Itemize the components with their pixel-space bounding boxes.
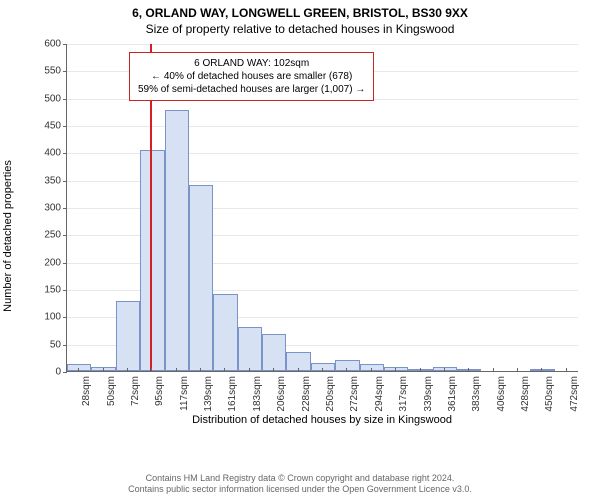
annotation-line2: ← 40% of detached houses are smaller (67… [138, 70, 365, 83]
annotation-line1: 6 ORLAND WAY: 102sqm [138, 57, 365, 70]
footer-line1: Contains HM Land Registry data © Crown c… [0, 473, 600, 485]
x-tick-label: 272sqm [349, 376, 360, 412]
histogram-bar [91, 367, 115, 371]
x-tick-label: 117sqm [179, 376, 190, 411]
x-tick-mark [78, 368, 79, 372]
histogram-bar [213, 294, 237, 371]
page-title-line1: 6, ORLAND WAY, LONGWELL GREEN, BRISTOL, … [0, 0, 600, 20]
y-tick-label: 250 [44, 230, 67, 241]
x-tick-mark [468, 368, 469, 372]
x-tick-label: 361sqm [447, 376, 458, 412]
x-tick-mark [176, 368, 177, 372]
x-tick-mark [298, 368, 299, 372]
y-axis-label: Number of detached properties [2, 160, 14, 312]
y-tick-label: 200 [44, 257, 67, 268]
histogram-chart: Number of detached properties 6 ORLAND W… [30, 44, 578, 428]
x-tick-label: 28sqm [81, 376, 92, 406]
x-tick-mark [541, 368, 542, 372]
histogram-bar [67, 364, 91, 371]
x-tick-label: 450sqm [544, 376, 555, 412]
x-tick-label: 428sqm [520, 376, 531, 412]
x-tick-mark [493, 368, 494, 372]
x-tick-mark [566, 368, 567, 372]
x-tick-label: 161sqm [227, 376, 238, 412]
x-tick-label: 383sqm [471, 376, 482, 412]
footer-line2: Contains public sector information licen… [0, 484, 600, 496]
x-tick-label: 183sqm [252, 376, 263, 412]
x-tick-mark [322, 368, 323, 372]
x-tick-mark [200, 368, 201, 372]
y-tick-label: 500 [44, 93, 67, 104]
x-tick-label: 95sqm [154, 376, 165, 406]
x-tick-label: 339sqm [423, 376, 434, 412]
x-tick-mark [249, 368, 250, 372]
x-tick-mark [151, 368, 152, 372]
x-tick-label: 139sqm [203, 376, 214, 412]
histogram-bar [165, 110, 189, 371]
histogram-bar [457, 369, 481, 371]
y-tick-label: 400 [44, 148, 67, 159]
y-tick-label: 600 [44, 39, 67, 50]
annotation-box: 6 ORLAND WAY: 102sqm ← 40% of detached h… [129, 52, 374, 101]
x-tick-mark [103, 368, 104, 372]
x-tick-label: 50sqm [106, 376, 117, 406]
histogram-bar [335, 360, 359, 371]
y-tick-label: 300 [44, 203, 67, 214]
histogram-bar [360, 364, 384, 371]
y-tick-label: 100 [44, 312, 67, 323]
y-tick-label: 550 [44, 66, 67, 77]
histogram-bar [530, 369, 554, 371]
page-title-line2: Size of property relative to detached ho… [0, 20, 600, 40]
x-tick-mark [517, 368, 518, 372]
y-tick-label: 450 [44, 121, 67, 132]
histogram-bar [189, 185, 213, 371]
y-tick-label: 50 [50, 339, 67, 350]
x-axis-label: Distribution of detached houses by size … [66, 414, 578, 426]
plot-area: 6 ORLAND WAY: 102sqm ← 40% of detached h… [66, 44, 578, 372]
x-tick-label: 250sqm [325, 376, 336, 412]
x-tick-mark [444, 368, 445, 372]
x-tick-mark [224, 368, 225, 372]
annotation-line3: 59% of semi-detached houses are larger (… [138, 83, 365, 96]
x-tick-mark [346, 368, 347, 372]
x-tick-label: 228sqm [301, 376, 312, 412]
histogram-bar [140, 150, 164, 371]
x-tick-label: 317sqm [398, 376, 409, 412]
histogram-bar [238, 327, 262, 371]
x-tick-label: 206sqm [276, 376, 287, 412]
x-tick-label: 72sqm [130, 376, 141, 406]
footer: Contains HM Land Registry data © Crown c… [0, 473, 600, 496]
x-tick-mark [127, 368, 128, 372]
histogram-bar [286, 352, 310, 371]
histogram-bar [262, 334, 286, 371]
y-tick-label: 350 [44, 175, 67, 186]
x-tick-mark [420, 368, 421, 372]
histogram-bar [408, 369, 432, 371]
y-tick-label: 150 [44, 285, 67, 296]
x-tick-mark [395, 368, 396, 372]
histogram-bar [433, 367, 457, 371]
x-tick-label: 406sqm [496, 376, 507, 412]
x-tick-mark [371, 368, 372, 372]
histogram-bar [116, 301, 140, 371]
x-tick-mark [273, 368, 274, 372]
x-tick-label: 472sqm [569, 376, 580, 412]
x-tick-label: 294sqm [374, 376, 385, 412]
